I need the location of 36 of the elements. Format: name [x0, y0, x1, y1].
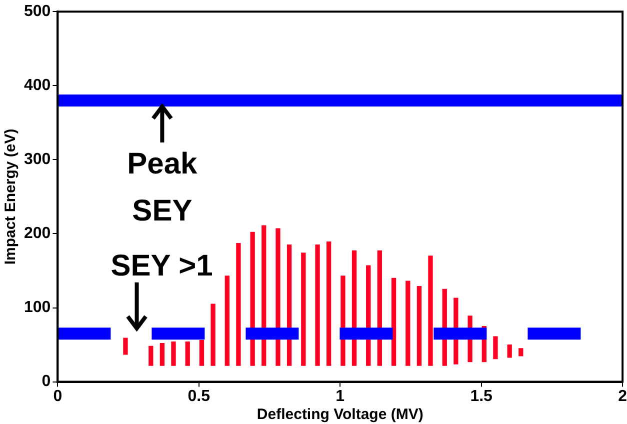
bar: [406, 280, 410, 366]
bar: [416, 286, 422, 366]
y-tick-label: 200: [24, 225, 51, 242]
bar: [493, 336, 498, 360]
x-tick-label: 0: [53, 388, 62, 405]
bar: [224, 276, 230, 366]
y-axis-title: Impact Energy (eV): [2, 128, 20, 265]
bar: [250, 232, 255, 366]
bar: [301, 252, 306, 366]
bar: [171, 341, 176, 366]
x-tick-label: 1.5: [470, 388, 493, 405]
bar: [315, 244, 320, 366]
bar: [518, 348, 524, 356]
bar: [185, 341, 190, 366]
y-tick-label: 100: [24, 299, 51, 316]
bar: [507, 344, 512, 358]
bar: [123, 338, 128, 355]
bar: [148, 346, 154, 366]
x-tick-label: 2: [618, 388, 627, 405]
x-tick-label: 0.5: [188, 388, 210, 405]
y-tick-label: 400: [24, 77, 51, 94]
bar: [210, 304, 216, 366]
bar: [391, 278, 396, 366]
y-tick-label: 500: [24, 3, 51, 20]
bar: [199, 340, 204, 366]
bar: [428, 256, 433, 366]
bar: [276, 228, 280, 366]
y-tick-label: 300: [24, 151, 51, 168]
annotation: SEY >1: [110, 250, 213, 283]
y-tick-label: 0: [42, 373, 51, 390]
x-axis-title: Deflecting Voltage (MV): [256, 406, 424, 424]
annotation: Peak SEY: [127, 148, 198, 228]
bar: [160, 342, 165, 366]
bar: [236, 243, 241, 366]
x-tick-label: 1: [336, 388, 345, 405]
bar: [326, 242, 332, 366]
